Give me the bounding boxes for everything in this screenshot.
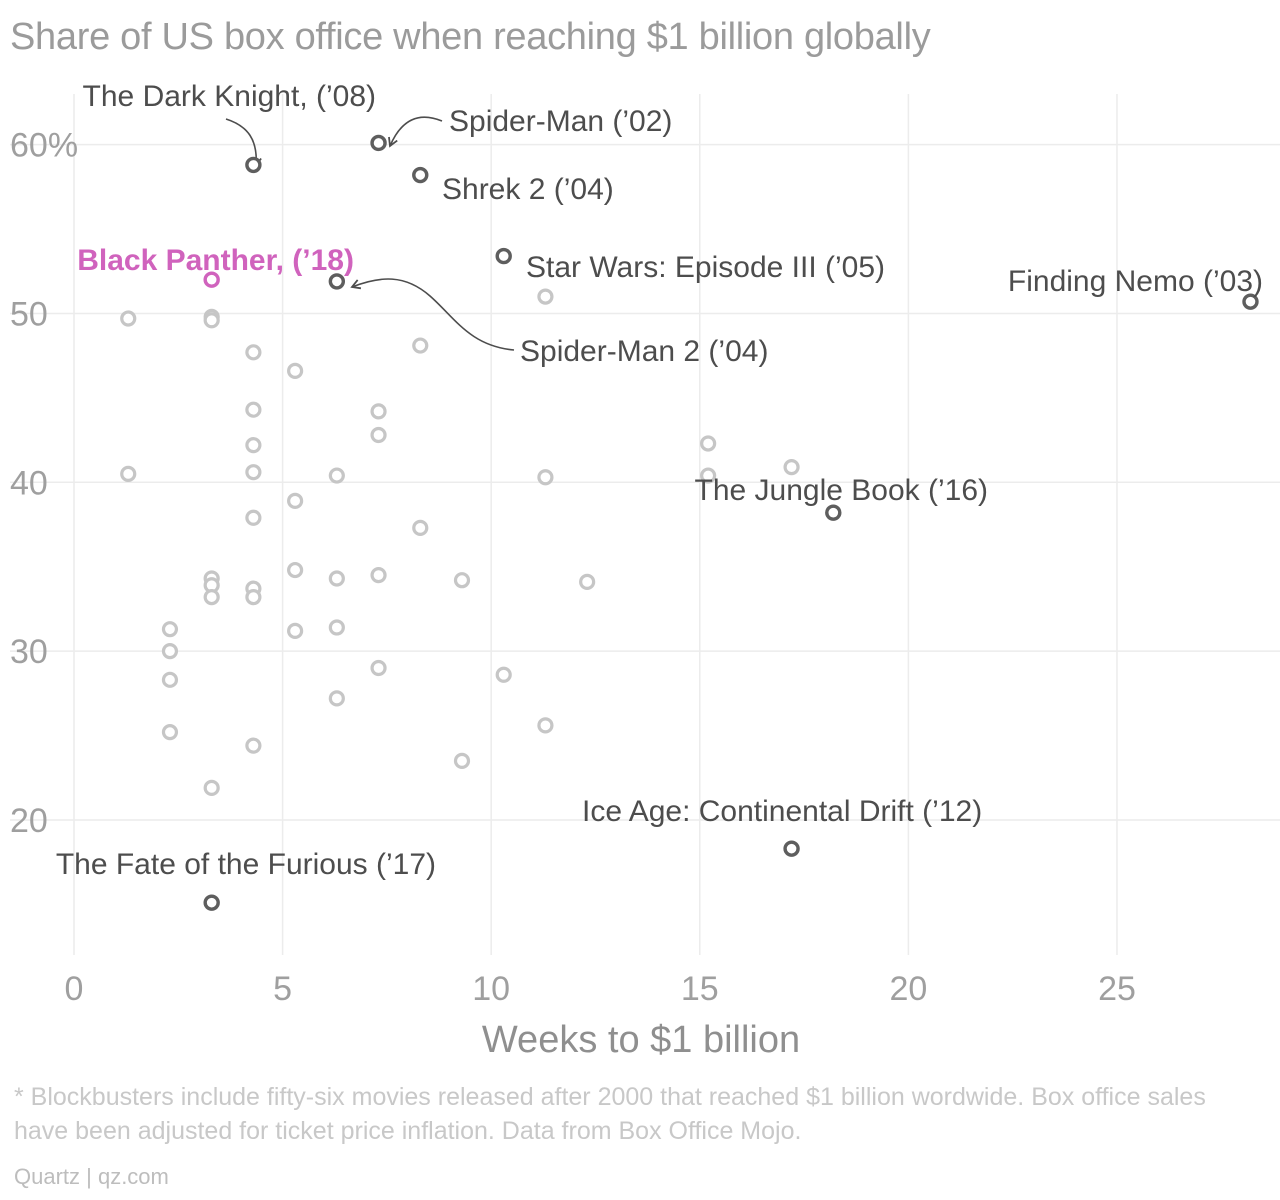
data-point xyxy=(537,717,554,734)
point-label: Shrek 2 (’04) xyxy=(442,173,614,206)
highlighted-data-point xyxy=(203,271,220,288)
x-tick-label: 20 xyxy=(889,970,927,1008)
point-label: The Dark Knight, (’08) xyxy=(83,80,376,113)
data-point xyxy=(287,561,304,579)
data-point xyxy=(370,659,387,677)
data-point xyxy=(245,401,262,418)
data-point xyxy=(161,671,179,688)
data-point xyxy=(161,621,179,638)
data-point xyxy=(453,752,471,769)
x-axis-title: Weeks to $1 billion xyxy=(482,1019,800,1061)
data-point xyxy=(328,467,345,484)
annotation-connectors xyxy=(225,116,515,351)
point-labels: The Dark Knight, (’08) Spider-Man (’02) Sh… xyxy=(56,80,1263,881)
labeled-data-point xyxy=(825,504,842,521)
point-label: Spider-Man (’02) xyxy=(449,105,672,138)
data-point xyxy=(700,435,717,452)
data-point xyxy=(700,467,717,484)
x-tick-label: 25 xyxy=(1098,970,1136,1008)
point-label: Star Wars: Episode III (’05) xyxy=(526,251,885,284)
data-point xyxy=(161,643,179,660)
axis-ticks: 0 5 10 15 20 25 20 30 40 50 60% xyxy=(10,127,1136,1008)
data-point xyxy=(120,465,137,482)
point-label: Black Panther, (’18) xyxy=(77,244,354,277)
data-point xyxy=(245,344,262,361)
scatter-chart: 0 5 10 15 20 25 20 30 40 50 60% The Dark Knight, (… xyxy=(10,80,1280,1061)
data-point xyxy=(203,779,220,796)
labeled-data-point xyxy=(328,273,346,290)
labeled-data-point xyxy=(1242,293,1259,310)
labeled-data-point xyxy=(245,156,262,174)
data-point xyxy=(203,312,220,329)
labeled-data-point xyxy=(495,247,512,265)
data-point xyxy=(120,310,137,327)
labeled-data-point xyxy=(783,840,800,857)
data-point xyxy=(412,337,429,354)
x-tick-label: 5 xyxy=(273,970,292,1008)
labeled-data-point xyxy=(370,134,387,152)
data-point xyxy=(287,622,304,639)
data-point xyxy=(328,619,345,636)
data-point xyxy=(370,403,387,420)
data-point xyxy=(245,588,262,606)
data-points xyxy=(120,134,1259,911)
y-tick-label: 60% xyxy=(10,127,78,165)
labeled-data-point xyxy=(203,894,220,911)
y-tick-label: 20 xyxy=(10,802,48,840)
point-label: The Fate of the Furious (’17) xyxy=(56,848,436,881)
data-point xyxy=(161,724,179,741)
data-point xyxy=(370,567,387,584)
data-point xyxy=(328,690,345,707)
data-point xyxy=(370,426,387,444)
data-point xyxy=(537,288,554,305)
data-point xyxy=(412,519,429,536)
y-tick-label: 50 xyxy=(10,295,48,333)
point-label: The Jungle Book (’16) xyxy=(695,474,989,507)
connector-spider-man xyxy=(388,116,443,148)
data-point xyxy=(245,464,262,481)
x-tick-label: 10 xyxy=(472,970,510,1008)
y-tick-label: 40 xyxy=(10,464,48,502)
chart-title: Share of US box office when reaching $1 … xyxy=(10,16,931,58)
gridlines xyxy=(10,94,1280,955)
data-point xyxy=(287,492,304,509)
point-label: Spider-Man 2 (’04) xyxy=(520,335,768,368)
data-point xyxy=(495,666,512,683)
footnote: * Blockbusters include fifty-six movies … xyxy=(14,1083,1206,1145)
data-point xyxy=(328,570,345,587)
labeled-data-point xyxy=(412,166,429,184)
point-label: Ice Age: Continental Drift (’12) xyxy=(582,795,982,828)
point-label: Finding Nemo (’03) xyxy=(1008,265,1263,298)
x-tick-label: 15 xyxy=(681,970,719,1008)
connector-spider-man-2 xyxy=(350,278,515,351)
data-point xyxy=(203,588,220,606)
data-point xyxy=(537,469,554,486)
source-credit: Quartz | qz.com xyxy=(14,1164,169,1189)
data-point xyxy=(245,737,262,754)
x-tick-label: 0 xyxy=(65,970,84,1008)
data-point xyxy=(245,437,262,454)
y-tick-label: 30 xyxy=(10,633,48,671)
data-point xyxy=(453,572,471,589)
data-point xyxy=(245,509,262,526)
data-point xyxy=(783,459,800,476)
data-point xyxy=(579,573,596,591)
data-point xyxy=(287,362,304,379)
